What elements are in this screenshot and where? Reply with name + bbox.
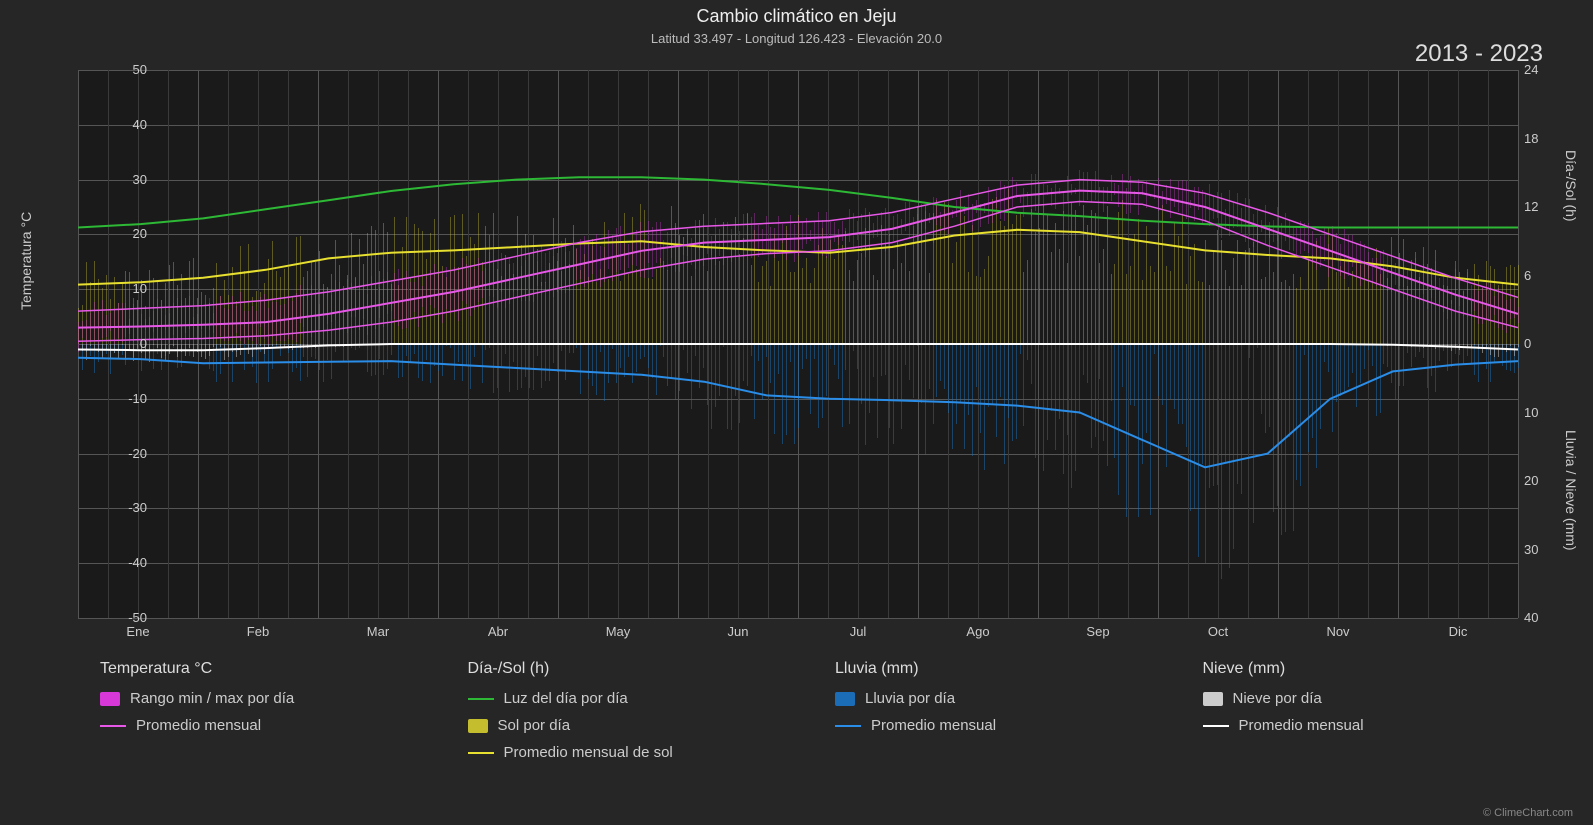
- legend-item: Promedio mensual: [835, 717, 1183, 734]
- left-tick: -50: [87, 610, 147, 625]
- left-tick: -20: [87, 446, 147, 461]
- right-tick: 40: [1524, 610, 1538, 625]
- legend-label: Promedio mensual: [871, 717, 996, 734]
- legend-col-snow: Nieve (mm) Nieve por día Promedio mensual: [1203, 660, 1551, 771]
- legend-label: Luz del día por día: [504, 690, 628, 707]
- legend-line-icon: [100, 725, 126, 727]
- left-tick: 40: [87, 117, 147, 132]
- legend-label: Promedio mensual: [136, 717, 261, 734]
- month-tick: Ene: [126, 624, 149, 639]
- legend-swatch-icon: [100, 692, 120, 706]
- month-tick: Oct: [1208, 624, 1228, 639]
- legend-header: Lluvia (mm): [835, 660, 1183, 678]
- legend: Temperatura °C Rango min / max por día Pr…: [100, 660, 1550, 771]
- legend-col-temperature: Temperatura °C Rango min / max por día Pr…: [100, 660, 448, 771]
- legend-item: Promedio mensual de sol: [468, 744, 816, 761]
- legend-swatch-icon: [835, 692, 855, 706]
- left-tick: -40: [87, 555, 147, 570]
- left-tick: 0: [87, 336, 147, 351]
- month-tick: Jul: [850, 624, 867, 639]
- legend-line-icon: [468, 752, 494, 754]
- right-tick: 10: [1524, 405, 1538, 420]
- left-tick: 30: [87, 172, 147, 187]
- right-axis-bottom-label: Lluvia / Nieve (mm): [1563, 430, 1579, 551]
- legend-label: Rango min / max por día: [130, 690, 294, 707]
- right-tick: 12: [1524, 199, 1538, 214]
- month-tick: Abr: [488, 624, 508, 639]
- legend-item: Luz del día por día: [468, 690, 816, 707]
- legend-item: Rango min / max por día: [100, 690, 448, 707]
- right-tick: 20: [1524, 473, 1538, 488]
- legend-swatch-icon: [468, 719, 488, 733]
- legend-col-rain: Lluvia (mm) Lluvia por día Promedio mensu…: [835, 660, 1183, 771]
- copyright: © ClimeChart.com: [1483, 807, 1573, 819]
- legend-line-icon: [835, 725, 861, 727]
- chart-title: Cambio climático en Jeju: [0, 0, 1593, 27]
- month-tick: Feb: [247, 624, 269, 639]
- right-tick: 24: [1524, 62, 1538, 77]
- legend-label: Promedio mensual: [1239, 717, 1364, 734]
- line-series-layer: [78, 70, 1518, 618]
- left-tick: 10: [87, 281, 147, 296]
- month-tick: Mar: [367, 624, 389, 639]
- month-tick: Ago: [966, 624, 989, 639]
- month-tick: Jun: [728, 624, 749, 639]
- legend-line-icon: [468, 698, 494, 700]
- legend-label: Nieve por día: [1233, 690, 1322, 707]
- left-tick: -30: [87, 500, 147, 515]
- left-tick: 50: [87, 62, 147, 77]
- right-tick: 0: [1524, 336, 1531, 351]
- legend-header: Nieve (mm): [1203, 660, 1551, 678]
- legend-label: Promedio mensual de sol: [504, 744, 673, 761]
- legend-header: Temperatura °C: [100, 660, 448, 678]
- legend-item: Promedio mensual: [1203, 717, 1551, 734]
- legend-label: Sol por día: [498, 717, 571, 734]
- right-axis-top-label: Día-/Sol (h): [1563, 150, 1579, 222]
- left-tick: 20: [87, 226, 147, 241]
- right-tick: 6: [1524, 268, 1531, 283]
- legend-item: Nieve por día: [1203, 690, 1551, 707]
- month-tick: Nov: [1326, 624, 1349, 639]
- month-tick: Dic: [1449, 624, 1468, 639]
- legend-swatch-icon: [1203, 692, 1223, 706]
- legend-item: Sol por día: [468, 717, 816, 734]
- chart-plot-area: [78, 70, 1518, 618]
- chart-subtitle: Latitud 33.497 - Longitud 126.423 - Elev…: [0, 31, 1593, 46]
- month-tick: May: [606, 624, 631, 639]
- left-tick: -10: [87, 391, 147, 406]
- legend-col-daysun: Día-/Sol (h) Luz del día por día Sol por …: [468, 660, 816, 771]
- right-tick: 18: [1524, 131, 1538, 146]
- legend-header: Día-/Sol (h): [468, 660, 816, 678]
- legend-line-icon: [1203, 725, 1229, 727]
- legend-item: Lluvia por día: [835, 690, 1183, 707]
- legend-label: Lluvia por día: [865, 690, 955, 707]
- left-axis-label: Temperatura °C: [18, 212, 34, 310]
- legend-item: Promedio mensual: [100, 717, 448, 734]
- right-tick: 30: [1524, 542, 1538, 557]
- month-tick: Sep: [1086, 624, 1109, 639]
